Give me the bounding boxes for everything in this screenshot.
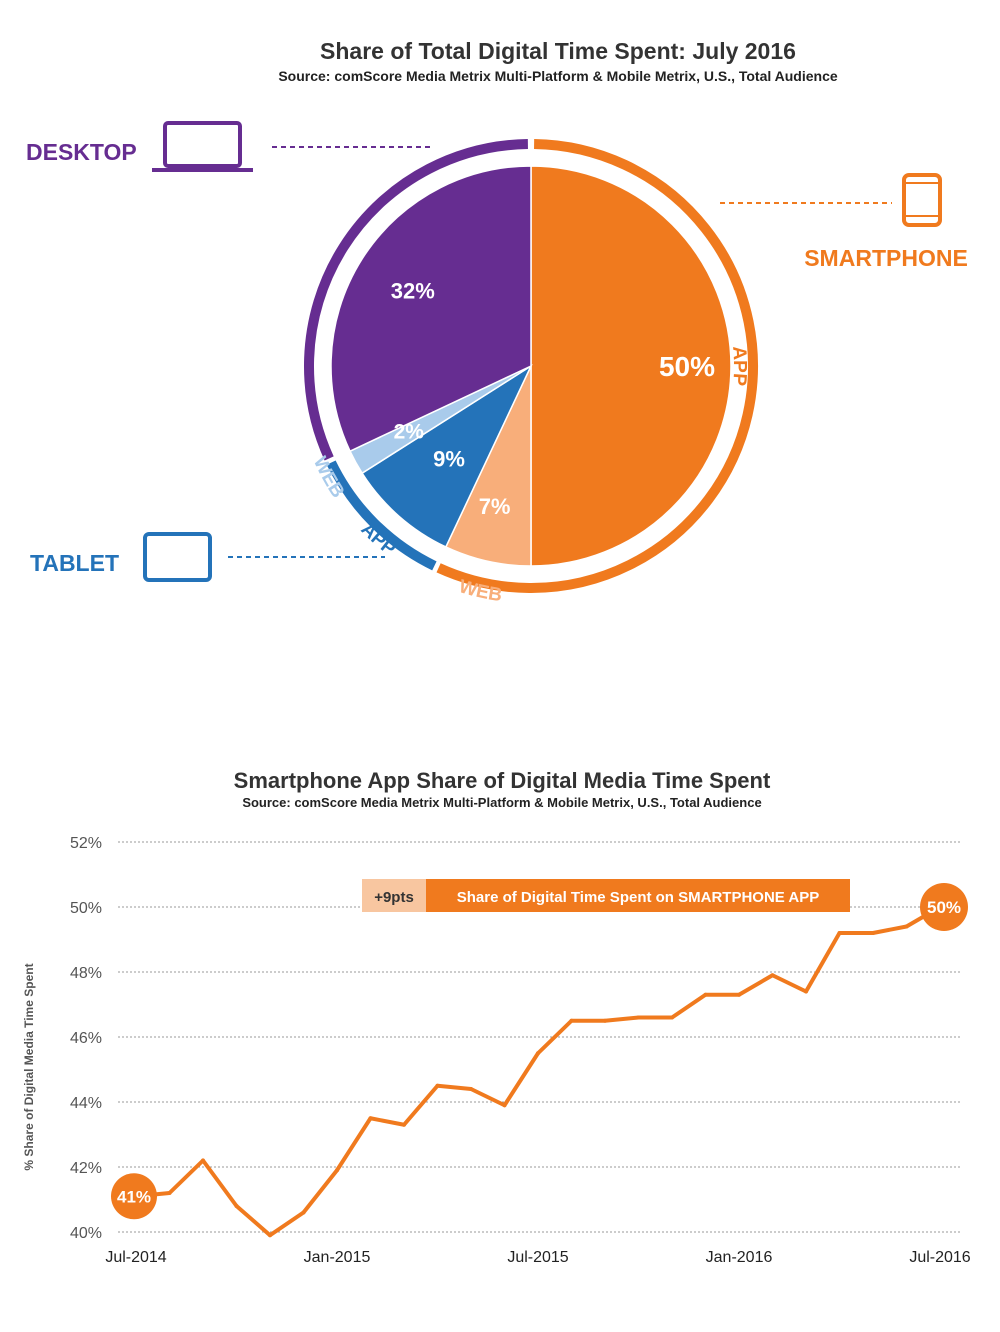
line-chart-y-ticks: 40% 42% 44% 46% 48% 50% 52% (70, 835, 102, 1242)
y-tick-label: 44% (70, 1095, 102, 1112)
data-point (234, 1204, 239, 1208)
data-point (301, 1210, 306, 1215)
data-point (770, 973, 775, 978)
data-point (871, 931, 875, 935)
start-value-marker: 41% (111, 1173, 157, 1220)
data-point (402, 1122, 406, 1127)
delta-badge (362, 879, 426, 912)
line-series-points (134, 905, 942, 1238)
data-point (368, 1116, 373, 1121)
y-tick-label: 40% (70, 1225, 102, 1242)
pie-slice-value-label: 2% (394, 421, 425, 444)
line-chart-x-ticks: Jul-2014 Jan-2015 Jul-2015 Jan-2016 Jul-2016 (105, 1249, 970, 1266)
smartphone-callout-label: SMARTPHONE (804, 245, 968, 271)
data-point (670, 1015, 674, 1020)
pie-slice-smartphone-app (530, 165, 732, 567)
data-point (837, 931, 842, 935)
y-tick-label: 42% (70, 1160, 102, 1177)
ring-desktop (304, 139, 528, 461)
data-point (904, 924, 909, 929)
laptop-icon (152, 121, 253, 172)
legend-banner (426, 879, 850, 912)
end-value-marker: 50% (920, 883, 968, 931)
data-point (569, 1018, 574, 1023)
pie-slice-value-label: 7% (479, 494, 511, 519)
data-point (201, 1158, 205, 1163)
line-chart: Smartphone App Share of Digital Media Ti… (22, 768, 971, 1266)
pie-chart: Share of Total Digital Time Spent: July … (26, 38, 968, 606)
pie-slice-tablet-app (361, 363, 533, 548)
tablet-icon (143, 532, 212, 582)
x-tick-label: Jul-2014 (105, 1249, 166, 1266)
x-tick-label: Jul-2016 (909, 1249, 970, 1266)
pie-slice-value-label: 32% (391, 279, 435, 304)
x-tick-label: Jan-2015 (304, 1249, 371, 1266)
end-value-label: 50% (927, 898, 961, 917)
data-point (536, 1051, 540, 1056)
data-point (469, 1087, 473, 1091)
line-chart-y-axis-label: % Share of Digital Media Time Spent (22, 963, 36, 1170)
x-tick-label: Jul-2015 (507, 1249, 568, 1266)
smartphone-icon (902, 173, 942, 227)
data-point (636, 1015, 641, 1020)
legend-label: Share of Digital Time Spent on SMARTPHON… (457, 889, 820, 906)
y-tick-label: 52% (70, 835, 102, 852)
pie-chart-subtitle: Source: comScore Media Metrix Multi-Plat… (278, 68, 838, 84)
ring-tablet (326, 460, 437, 571)
line-chart-gridlines (118, 841, 962, 1233)
tablet-callout-label: TABLET (30, 550, 119, 576)
y-tick-label: 46% (70, 1030, 102, 1047)
data-point (335, 1168, 339, 1173)
line-chart-legend: +9pts Share of Digital Time Spent on SMA… (362, 879, 850, 912)
pie-slice-labels: 50% 7% 9% 2% 32% (391, 279, 715, 520)
line-chart-subtitle: Source: comScore Media Metrix Multi-Plat… (242, 795, 761, 810)
data-point (603, 1018, 607, 1023)
pie-slices (330, 165, 732, 567)
pie-slice-desktop (330, 165, 532, 453)
line-series-smartphone-app (134, 905, 942, 1238)
pie-slice-value-label: 50% (659, 351, 715, 382)
ring-smartphone (436, 139, 759, 593)
y-tick-label: 48% (70, 965, 102, 982)
pie-ring-label: APP (728, 345, 750, 386)
data-point (268, 1233, 272, 1238)
delta-label: +9pts (374, 889, 414, 906)
start-value-label: 41% (117, 1187, 151, 1206)
data-point (737, 992, 741, 997)
line-chart-title: Smartphone App Share of Digital Media Ti… (234, 768, 771, 793)
x-tick-label: Jan-2016 (706, 1249, 773, 1266)
desktop-callout-label: DESKTOP (26, 139, 137, 165)
data-point (804, 989, 808, 994)
data-point (502, 1103, 507, 1108)
pie-slice-value-label: 9% (433, 447, 465, 472)
data-point (435, 1083, 440, 1088)
data-point (167, 1191, 172, 1195)
pie-chart-title: Share of Total Digital Time Spent: July … (320, 38, 796, 64)
data-point (703, 992, 708, 997)
y-tick-label: 50% (70, 900, 102, 917)
